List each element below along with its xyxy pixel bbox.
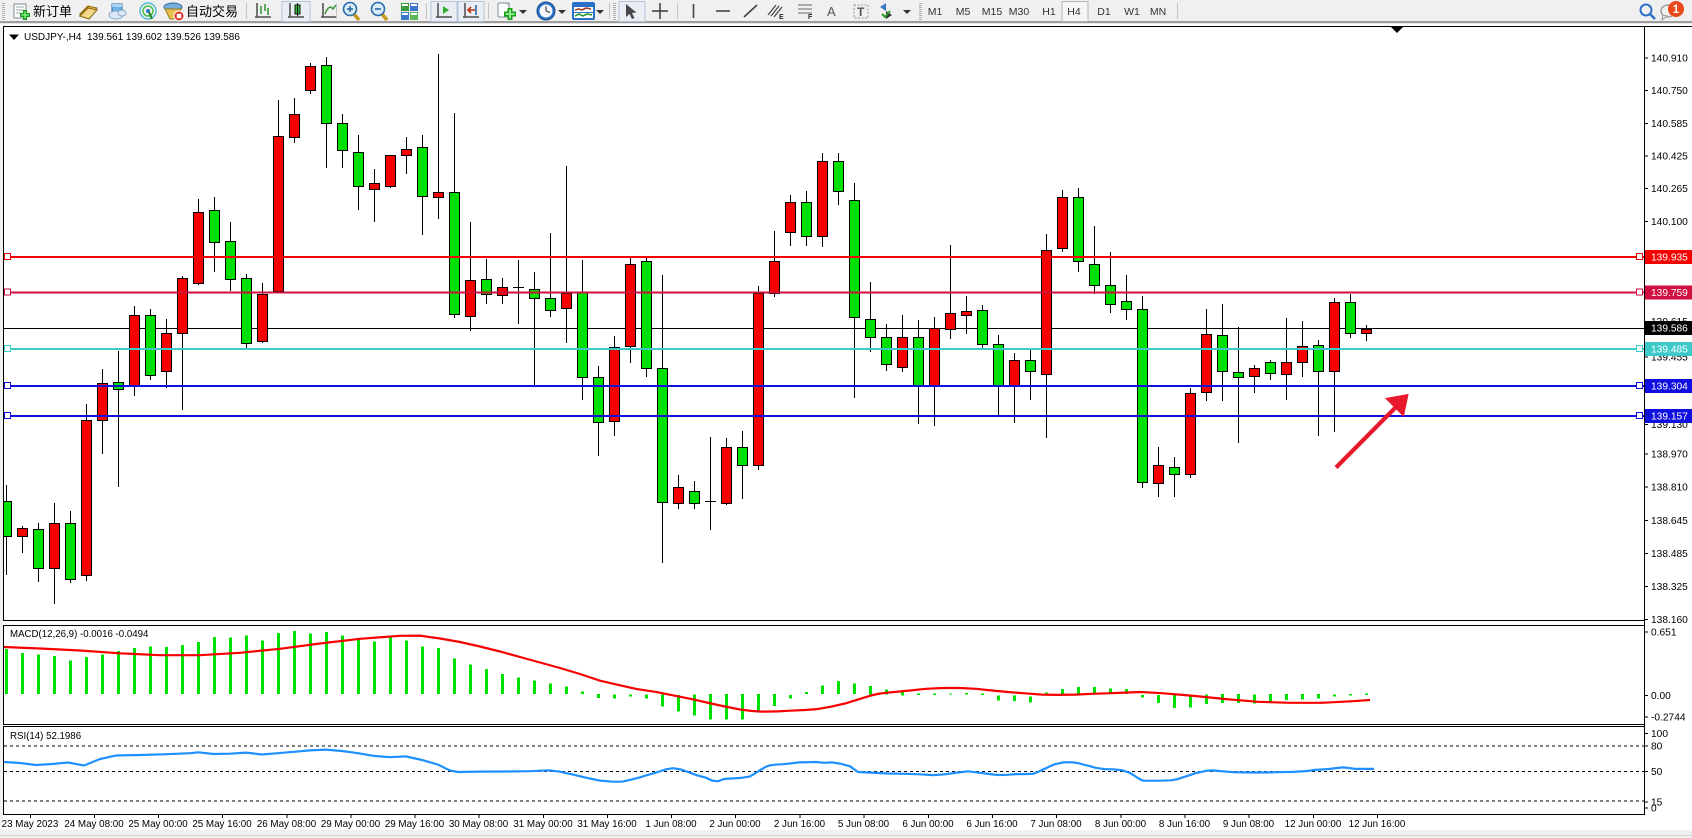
svg-text:8 Jun 00:00: 8 Jun 00:00: [1095, 819, 1147, 830]
svg-text:140.585: 140.585: [1651, 119, 1688, 130]
svg-text:9 Jun 08:00: 9 Jun 08:00: [1223, 819, 1275, 830]
svg-text:7 Jun 08:00: 7 Jun 08:00: [1030, 819, 1082, 830]
svg-text:15: 15: [1651, 798, 1663, 809]
svg-text:139.586: 139.586: [1651, 324, 1688, 335]
svg-text:139.935: 139.935: [1651, 253, 1688, 264]
svg-text:2 Jun 16:00: 2 Jun 16:00: [774, 819, 826, 830]
svg-text:新订单: 新订单: [33, 4, 72, 19]
svg-text:139.455: 139.455: [1651, 353, 1688, 364]
svg-text:140.750: 140.750: [1651, 86, 1688, 97]
svg-text:25 May 16:00: 25 May 16:00: [192, 819, 252, 830]
svg-text:139.485: 139.485: [1651, 345, 1688, 356]
svg-text:50: 50: [1651, 767, 1663, 778]
svg-text:139.304: 139.304: [1651, 382, 1688, 393]
svg-text:140.910: 140.910: [1651, 53, 1688, 64]
svg-text:H1: H1: [1042, 6, 1056, 18]
svg-text:0.651: 0.651: [1651, 628, 1677, 639]
svg-text:138.485: 138.485: [1651, 549, 1688, 560]
svg-text:138.970: 138.970: [1651, 449, 1688, 460]
svg-text:24 May 08:00: 24 May 08:00: [64, 819, 124, 830]
svg-text:MN: MN: [1150, 6, 1166, 18]
svg-text:W1: W1: [1124, 6, 1140, 18]
svg-text:30 May 08:00: 30 May 08:00: [449, 819, 509, 830]
svg-text:5 Jun 08:00: 5 Jun 08:00: [838, 819, 890, 830]
svg-text:T: T: [857, 5, 865, 19]
svg-text:自动交易: 自动交易: [186, 4, 238, 19]
svg-text:6 Jun 00:00: 6 Jun 00:00: [902, 819, 954, 830]
svg-text:1 Jun 08:00: 1 Jun 08:00: [645, 819, 697, 830]
svg-text:M30: M30: [1009, 6, 1030, 18]
svg-text:139.759: 139.759: [1651, 288, 1688, 299]
svg-text:29 May 16:00: 29 May 16:00: [385, 819, 445, 830]
svg-text:139.157: 139.157: [1651, 412, 1688, 423]
svg-text:0: 0: [1651, 803, 1657, 814]
svg-text:140.100: 140.100: [1651, 217, 1688, 228]
svg-text:139.130: 139.130: [1651, 420, 1688, 431]
svg-text:29 May 00:00: 29 May 00:00: [321, 819, 381, 830]
svg-text:31 May 00:00: 31 May 00:00: [513, 819, 573, 830]
svg-text:1: 1: [1673, 4, 1680, 16]
svg-text:M5: M5: [956, 6, 971, 18]
svg-text:8 Jun 16:00: 8 Jun 16:00: [1159, 819, 1211, 830]
svg-text:F: F: [808, 14, 813, 21]
svg-text:H4: H4: [1067, 6, 1081, 18]
svg-text:RSI(14) 52.1986: RSI(14) 52.1986: [10, 731, 81, 742]
svg-text:138.160: 138.160: [1651, 615, 1688, 626]
svg-text:100: 100: [1651, 729, 1668, 740]
svg-text:USDJPY-,H4 139.561 139.602 13: USDJPY-,H4 139.561 139.602 139.526 139.5…: [24, 32, 240, 43]
svg-text:A: A: [827, 4, 836, 19]
svg-text:138.645: 138.645: [1651, 516, 1688, 527]
svg-text:M15: M15: [982, 6, 1003, 18]
svg-text:23 May 2023: 23 May 2023: [2, 819, 59, 830]
svg-text:25 May 00:00: 25 May 00:00: [128, 819, 188, 830]
svg-text:M1: M1: [928, 6, 943, 18]
svg-text:31 May 16:00: 31 May 16:00: [577, 819, 637, 830]
svg-text:D1: D1: [1097, 6, 1111, 18]
svg-text:26 May 08:00: 26 May 08:00: [257, 819, 317, 830]
svg-text:6 Jun 16:00: 6 Jun 16:00: [966, 819, 1018, 830]
svg-text:-0.2744: -0.2744: [1651, 713, 1686, 724]
svg-text:MACD(12,26,9) -0.0016 -0.0494: MACD(12,26,9) -0.0016 -0.0494: [10, 629, 149, 640]
svg-text:E: E: [779, 14, 784, 21]
svg-text:2 Jun 00:00: 2 Jun 00:00: [709, 819, 761, 830]
svg-text:140.265: 140.265: [1651, 184, 1688, 195]
svg-text:12 Jun 00:00: 12 Jun 00:00: [1285, 819, 1342, 830]
svg-text:12 Jun 16:00: 12 Jun 16:00: [1349, 819, 1406, 830]
svg-text:0.00: 0.00: [1651, 691, 1671, 702]
svg-text:140.425: 140.425: [1651, 152, 1688, 163]
svg-text:80: 80: [1651, 741, 1663, 752]
svg-text:138.810: 138.810: [1651, 483, 1688, 494]
svg-text:138.325: 138.325: [1651, 582, 1688, 593]
